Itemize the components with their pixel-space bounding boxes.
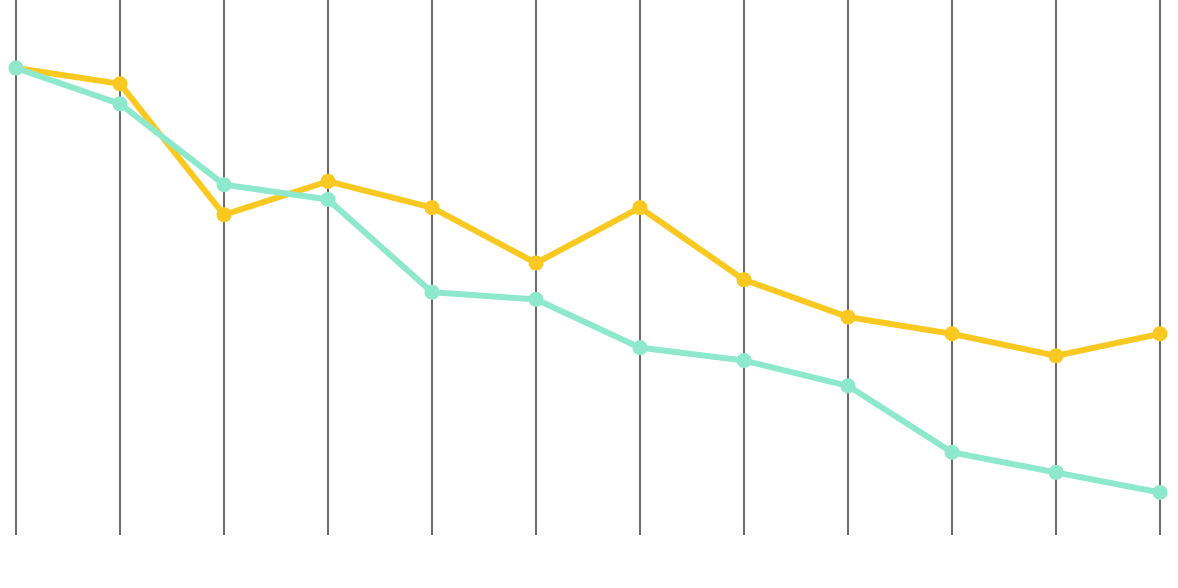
series-1-point-2 bbox=[112, 76, 128, 92]
series-2-point-2 bbox=[112, 96, 128, 112]
series-2-point-9 bbox=[840, 378, 856, 394]
series-2-point-4 bbox=[320, 191, 336, 207]
series-1-point-10 bbox=[944, 326, 960, 342]
series-1-point-7 bbox=[632, 200, 648, 216]
data-points bbox=[8, 60, 1168, 500]
series-2-point-10 bbox=[944, 444, 960, 460]
series-2-point-5 bbox=[424, 284, 440, 300]
series-2-point-6 bbox=[528, 291, 544, 307]
series-1-point-3 bbox=[216, 207, 232, 223]
series-lines bbox=[13, 65, 1163, 496]
series-2-line bbox=[13, 65, 1163, 496]
series-2-point-3 bbox=[216, 177, 232, 193]
series-1-point-11 bbox=[1048, 348, 1064, 364]
series-1-line bbox=[13, 65, 1163, 359]
grid-lines bbox=[15, 0, 1161, 535]
series-2-point-12 bbox=[1152, 484, 1168, 500]
series-1-point-4 bbox=[320, 173, 336, 189]
series-1-point-12 bbox=[1152, 326, 1168, 342]
series-1-point-6 bbox=[528, 255, 544, 271]
series-2-point-1 bbox=[8, 60, 24, 76]
series-2-point-8 bbox=[736, 353, 752, 369]
series-2-point-7 bbox=[632, 340, 648, 356]
series-1-point-5 bbox=[424, 200, 440, 216]
series-1-point-8 bbox=[736, 272, 752, 288]
series-2-point-11 bbox=[1048, 464, 1064, 480]
series-1-point-9 bbox=[840, 309, 856, 325]
